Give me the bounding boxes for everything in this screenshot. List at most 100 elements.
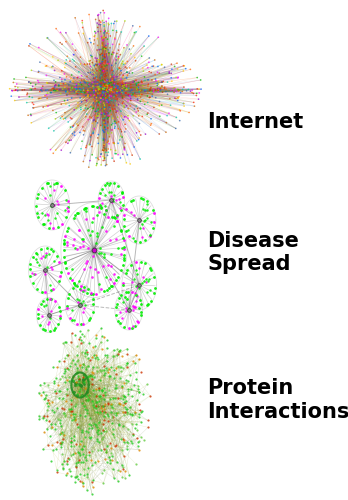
Point xyxy=(84,392,89,400)
Point xyxy=(137,128,142,136)
Point xyxy=(117,40,122,48)
Point xyxy=(70,130,76,138)
Point xyxy=(120,78,125,86)
Point xyxy=(152,56,158,64)
Point xyxy=(57,38,63,46)
Point xyxy=(111,352,116,360)
Point xyxy=(136,264,142,272)
Point xyxy=(89,368,94,376)
Point xyxy=(61,115,66,123)
Point xyxy=(66,466,72,473)
Point xyxy=(119,88,125,96)
Point xyxy=(102,144,108,152)
Point xyxy=(98,61,103,69)
Point xyxy=(175,65,181,73)
Point xyxy=(87,262,93,270)
Point xyxy=(63,138,69,146)
Point xyxy=(100,46,105,54)
Point xyxy=(78,60,83,68)
Point xyxy=(91,92,97,100)
Point xyxy=(94,402,99,410)
Point xyxy=(135,86,141,94)
Point xyxy=(79,235,85,243)
Point xyxy=(96,386,102,394)
Point xyxy=(117,82,123,90)
Point xyxy=(55,320,61,328)
Point xyxy=(85,372,90,380)
Point xyxy=(111,67,116,75)
Point xyxy=(69,266,75,274)
Point xyxy=(92,78,97,86)
Point xyxy=(73,400,79,408)
Point xyxy=(111,20,117,28)
Point xyxy=(145,82,151,90)
Point xyxy=(143,86,149,94)
Point xyxy=(40,414,46,422)
Point xyxy=(106,372,112,380)
Point xyxy=(100,366,105,374)
Point xyxy=(110,88,115,96)
Point xyxy=(69,276,74,283)
Point xyxy=(98,150,104,158)
Point xyxy=(120,82,125,90)
Point xyxy=(71,278,77,286)
Point xyxy=(108,88,113,96)
Point xyxy=(63,100,69,108)
Point xyxy=(141,42,147,50)
Point xyxy=(52,83,57,91)
Point xyxy=(49,265,54,273)
Point xyxy=(135,426,140,434)
Point xyxy=(88,114,94,122)
Point xyxy=(98,91,104,99)
Point xyxy=(94,58,99,66)
Point xyxy=(103,93,109,101)
Point xyxy=(176,92,182,100)
Point xyxy=(163,128,169,136)
Point xyxy=(103,148,108,156)
Point xyxy=(113,84,118,92)
Point xyxy=(45,86,50,94)
Point xyxy=(105,82,111,90)
Point xyxy=(77,128,83,136)
Point xyxy=(142,260,147,268)
Point xyxy=(103,86,108,94)
Point xyxy=(151,86,156,94)
Point xyxy=(103,42,109,50)
Point xyxy=(102,78,108,86)
Point xyxy=(102,60,107,68)
Point xyxy=(29,66,34,74)
Point xyxy=(138,131,143,139)
Point xyxy=(141,224,146,232)
Point xyxy=(98,20,103,28)
Point xyxy=(53,86,58,94)
Point xyxy=(94,438,100,446)
Point xyxy=(68,405,74,413)
Point xyxy=(64,204,69,212)
Point xyxy=(104,286,110,294)
Point xyxy=(100,94,105,102)
Point xyxy=(101,134,106,142)
Point xyxy=(101,80,107,88)
Point xyxy=(62,59,68,67)
Point xyxy=(196,95,201,103)
Point xyxy=(109,452,114,460)
Point xyxy=(65,88,70,96)
Point xyxy=(114,102,120,110)
Point xyxy=(98,249,104,257)
Point xyxy=(101,142,106,150)
Point xyxy=(121,103,127,111)
Point xyxy=(76,296,81,304)
Point xyxy=(142,206,148,214)
Point xyxy=(155,80,160,88)
Point xyxy=(75,423,80,431)
Point xyxy=(93,108,98,116)
Point xyxy=(64,460,70,468)
Point xyxy=(71,436,77,444)
Point xyxy=(132,359,138,367)
Point xyxy=(177,116,182,124)
Point xyxy=(79,398,85,406)
Point xyxy=(26,78,32,86)
Point xyxy=(110,413,116,421)
Point xyxy=(105,400,111,408)
Point xyxy=(102,424,108,432)
